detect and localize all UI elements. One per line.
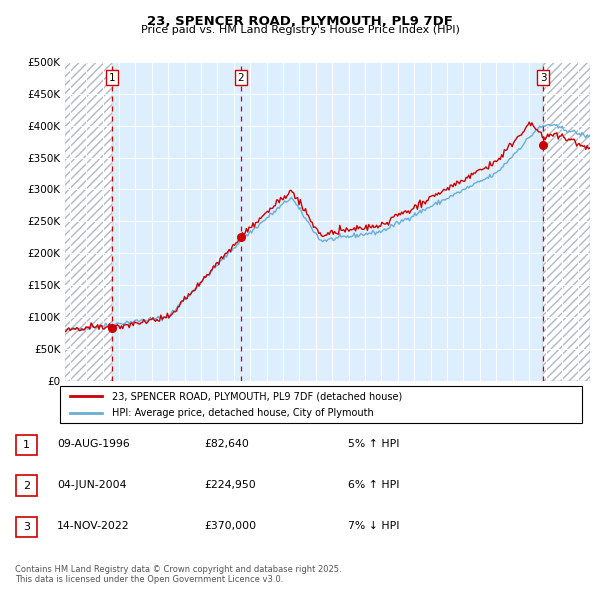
Bar	[65, 62, 112, 381]
Text: Price paid vs. HM Land Registry's House Price Index (HPI): Price paid vs. HM Land Registry's House …	[140, 25, 460, 35]
Text: 23, SPENCER ROAD, PLYMOUTH, PL9 7DF (detached house): 23, SPENCER ROAD, PLYMOUTH, PL9 7DF (det…	[112, 391, 403, 401]
Text: 09-AUG-1996: 09-AUG-1996	[57, 440, 130, 449]
Bar	[544, 62, 590, 381]
Text: 3: 3	[540, 73, 547, 83]
Bar	[544, 62, 590, 381]
Text: 7% ↓ HPI: 7% ↓ HPI	[348, 522, 400, 531]
Text: 6% ↑ HPI: 6% ↑ HPI	[348, 480, 400, 490]
Text: 1: 1	[109, 73, 116, 83]
Text: £224,950: £224,950	[204, 480, 256, 490]
Text: 2: 2	[238, 73, 244, 83]
Text: Contains HM Land Registry data © Crown copyright and database right 2025.
This d: Contains HM Land Registry data © Crown c…	[15, 565, 341, 584]
Text: £82,640: £82,640	[204, 440, 249, 449]
Text: 1: 1	[23, 440, 30, 450]
FancyBboxPatch shape	[16, 476, 37, 496]
FancyBboxPatch shape	[16, 517, 37, 537]
Text: 23, SPENCER ROAD, PLYMOUTH, PL9 7DF: 23, SPENCER ROAD, PLYMOUTH, PL9 7DF	[147, 15, 453, 28]
Text: 14-NOV-2022: 14-NOV-2022	[57, 522, 130, 531]
Text: 3: 3	[23, 522, 30, 532]
Text: 04-JUN-2004: 04-JUN-2004	[57, 480, 127, 490]
Text: 2: 2	[23, 481, 30, 490]
Text: £370,000: £370,000	[204, 522, 256, 531]
Text: 5% ↑ HPI: 5% ↑ HPI	[348, 440, 400, 449]
Text: HPI: Average price, detached house, City of Plymouth: HPI: Average price, detached house, City…	[112, 408, 374, 418]
Bar	[65, 62, 112, 381]
FancyBboxPatch shape	[16, 435, 37, 455]
